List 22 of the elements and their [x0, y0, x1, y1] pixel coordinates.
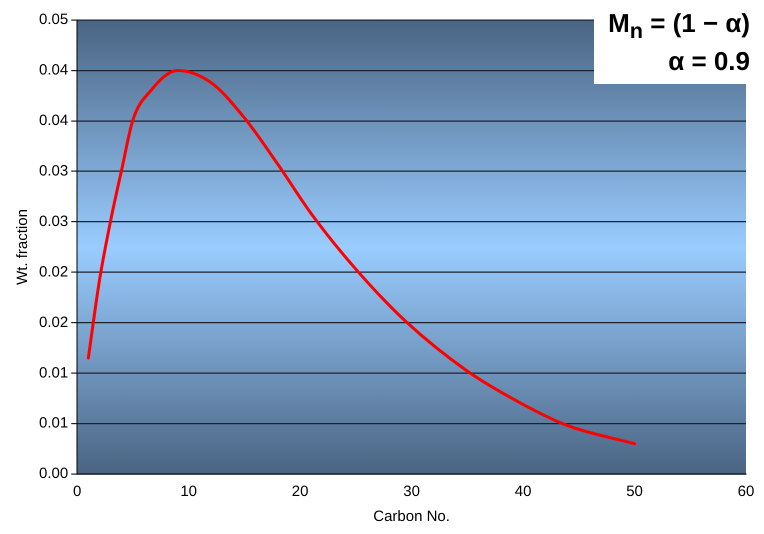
x-tick-label: 0 [73, 483, 82, 500]
y-tick-label: 0.01 [38, 414, 68, 432]
y-tick-label: 0.02 [38, 314, 68, 331]
y-axis-title: Wt. fraction [14, 209, 32, 285]
x-tick-label: 20 [292, 483, 308, 500]
x-tick-label: 40 [514, 483, 532, 500]
x-tick-label: 50 [626, 483, 643, 500]
y-tick-label: 0.00 [38, 465, 68, 482]
y-tick-label: 0.05 [38, 11, 68, 28]
x-tick-label: 60 [738, 483, 754, 500]
annotation: M$_{n}$ = (1 − α) [608, 8, 750, 46]
y-tick-label: 0.02 [38, 263, 68, 280]
y-tick-label: 0.03 [38, 212, 68, 230]
x-tick-label: 10 [180, 483, 198, 500]
y-tick-label: 0.03 [38, 162, 68, 180]
y-tick-label: 0.01 [38, 364, 68, 382]
y-tick-label: 0.04 [38, 112, 68, 130]
x-axis-title: Carbon No. [373, 508, 450, 526]
y-tick-label: 0.04 [38, 62, 68, 79]
line-series [86, 68, 636, 446]
x-tick-label: 30 [403, 483, 420, 500]
annotation: α = 0.9 [667, 46, 750, 76]
